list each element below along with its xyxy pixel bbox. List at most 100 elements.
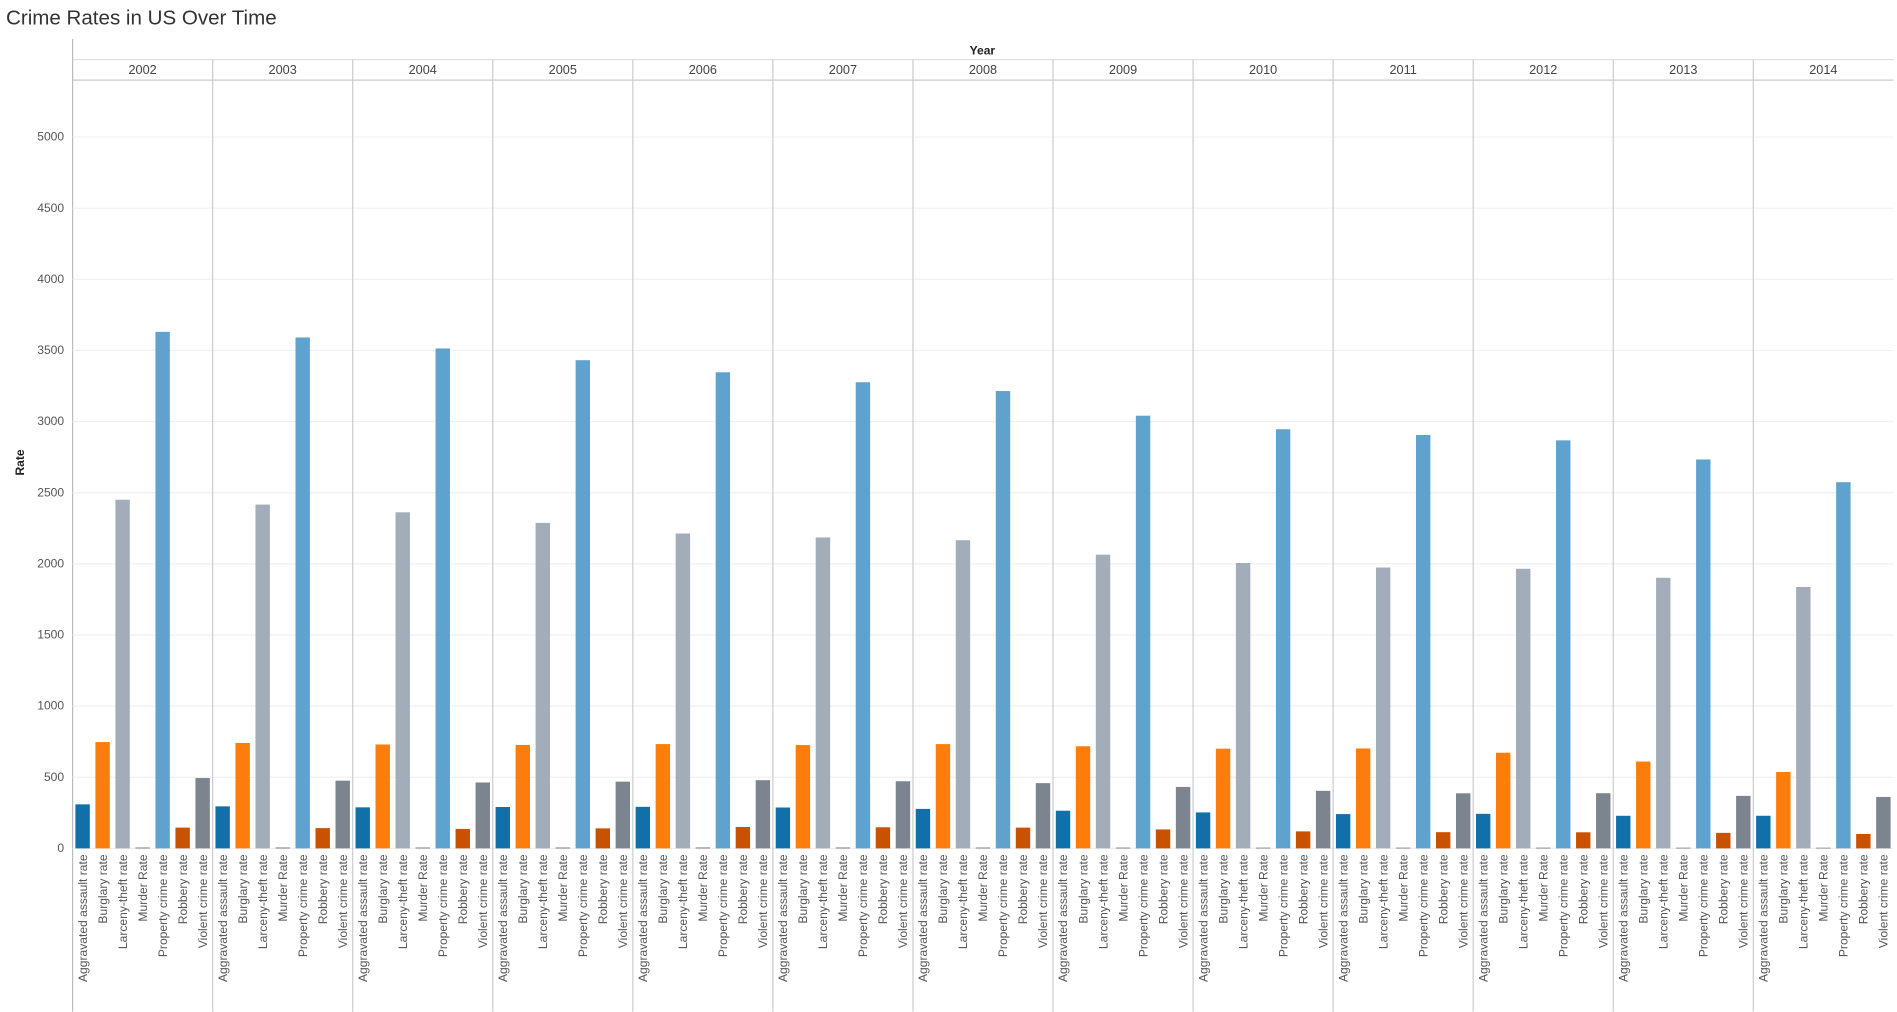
bar — [275, 847, 290, 849]
x-tick-label: Property crime rate — [1556, 854, 1570, 957]
bar — [875, 827, 891, 849]
bar — [1876, 796, 1891, 849]
x-tick-label: Aggravated assault rate — [776, 854, 790, 982]
x-tick-label: Aggravated assault rate — [1616, 854, 1630, 982]
y-tick-label: 4500 — [37, 201, 64, 215]
bar — [1295, 831, 1311, 849]
bar — [1616, 815, 1631, 849]
x-tick-label: Aggravated assault rate — [356, 854, 370, 982]
x-tick-label: Murder Rate — [556, 854, 570, 921]
bar — [195, 778, 210, 849]
bar — [695, 847, 711, 849]
x-tick-label: Robbery rate — [316, 854, 330, 924]
x-axis-title: Year — [970, 44, 996, 58]
year-label: 2005 — [549, 63, 577, 77]
x-tick-label: Property crime rate — [1837, 854, 1851, 957]
bar — [435, 348, 450, 849]
x-tick-label: Violent crime rate — [616, 854, 630, 948]
year-label: 2002 — [129, 63, 157, 77]
year-label: 2004 — [409, 63, 437, 77]
x-tick-label: Property crime rate — [1136, 854, 1150, 957]
x-tick-label: Robbery rate — [1436, 854, 1450, 924]
bar — [1776, 771, 1791, 849]
bar — [675, 533, 691, 849]
bar — [1275, 429, 1291, 849]
bar — [1195, 812, 1211, 849]
x-tick-label: Larceny-theft rate — [256, 854, 270, 949]
x-tick-label: Burglary rate — [376, 854, 390, 923]
bar — [1696, 459, 1711, 849]
bar — [1215, 748, 1231, 849]
bar — [455, 828, 470, 849]
x-tick-label: Violent crime rate — [1596, 854, 1610, 948]
x-tick-label: Aggravated assault rate — [1476, 854, 1490, 982]
x-tick-label: Burglary rate — [236, 854, 250, 923]
x-tick-label: Violent crime rate — [1737, 854, 1751, 948]
bar — [1355, 748, 1371, 849]
x-tick-label: Murder Rate — [1677, 854, 1691, 921]
bar — [1636, 761, 1651, 849]
x-tick-label: Robbery rate — [1717, 854, 1731, 924]
y-tick-label: 2000 — [37, 556, 64, 570]
x-tick-label: Aggravated assault rate — [1056, 854, 1070, 982]
x-tick-label: Aggravated assault rate — [636, 854, 650, 982]
x-tick-label: Robbery rate — [1156, 854, 1170, 924]
bar — [935, 744, 951, 849]
y-tick-label: 2500 — [37, 485, 64, 499]
x-tick-label: Robbery rate — [1016, 854, 1030, 924]
x-tick-label: Larceny-theft rate — [676, 854, 690, 949]
year-label: 2006 — [689, 63, 717, 77]
bar — [335, 780, 350, 849]
year-label: 2009 — [1109, 63, 1137, 77]
bar — [1395, 847, 1411, 849]
x-tick-label: Larceny-theft rate — [1516, 854, 1530, 949]
bar — [815, 537, 831, 849]
bar — [1716, 832, 1731, 849]
x-tick-label: Murder Rate — [1817, 854, 1831, 921]
x-tick-label: Robbery rate — [596, 854, 610, 924]
x-tick-label: Robbery rate — [876, 854, 890, 924]
bar — [1315, 790, 1331, 849]
bar — [1656, 577, 1671, 849]
x-tick-label: Larceny-theft rate — [956, 854, 970, 949]
x-tick-label: Property crime rate — [716, 854, 730, 957]
x-tick-label: Murder Rate — [1256, 854, 1270, 921]
x-tick-label: Violent crime rate — [1316, 854, 1330, 948]
x-tick-label: Larceny-theft rate — [1096, 854, 1110, 949]
bar — [1115, 847, 1131, 849]
x-tick-label: Burglary rate — [796, 854, 810, 923]
y-tick-label: 1500 — [37, 628, 64, 642]
x-tick-label: Larceny-theft rate — [536, 854, 550, 949]
x-tick-label: Robbery rate — [1576, 854, 1590, 924]
bar — [615, 781, 631, 849]
bar — [415, 847, 430, 849]
x-tick-label: Aggravated assault rate — [1757, 854, 1771, 982]
x-tick-label: Violent crime rate — [756, 854, 770, 948]
bar — [395, 512, 410, 849]
bar — [315, 828, 330, 849]
x-tick-label: Murder Rate — [276, 854, 290, 921]
x-tick-label: Property crime rate — [296, 854, 310, 957]
x-tick-label: Burglary rate — [1076, 854, 1090, 923]
bar — [155, 331, 170, 849]
x-tick-label: Aggravated assault rate — [216, 854, 230, 982]
x-tick-label: Property crime rate — [1416, 854, 1430, 957]
x-tick-label: Murder Rate — [836, 854, 850, 921]
x-tick-label: Murder Rate — [1396, 854, 1410, 921]
x-tick-label: Property crime rate — [436, 854, 450, 957]
bar — [1435, 832, 1451, 849]
year-label: 2011 — [1390, 63, 1417, 77]
year-label: 2014 — [1809, 63, 1837, 77]
bar — [1175, 786, 1191, 849]
bar — [835, 847, 851, 849]
x-tick-label: Property crime rate — [576, 854, 590, 957]
x-tick-label: Murder Rate — [976, 854, 990, 921]
bar — [715, 372, 731, 849]
x-tick-label: Murder Rate — [416, 854, 430, 921]
bar — [1135, 415, 1151, 849]
bar — [575, 360, 591, 849]
bar — [1856, 833, 1871, 849]
x-tick-label: Burglary rate — [1636, 854, 1650, 923]
bar — [75, 804, 90, 849]
x-tick-label: Property crime rate — [1276, 854, 1290, 957]
